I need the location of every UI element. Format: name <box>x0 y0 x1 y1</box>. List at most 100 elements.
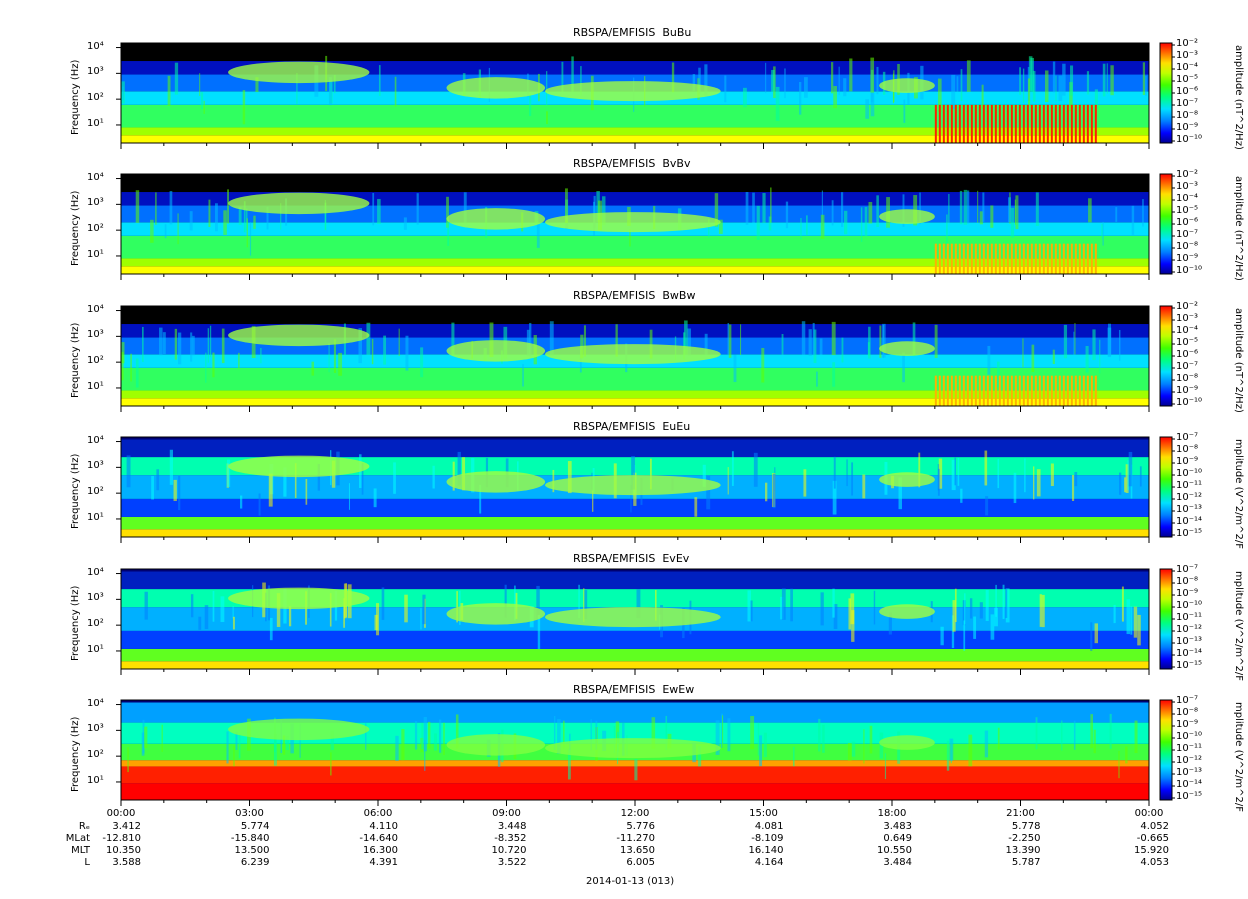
emission-stripe <box>1006 375 1009 406</box>
spectral-streak <box>537 615 541 650</box>
emission-stripe <box>1034 243 1037 274</box>
wave-emission <box>446 208 546 230</box>
spectral-streak <box>438 719 442 753</box>
colorbar-tick-label: 10⁻⁹ <box>1176 719 1199 730</box>
spectral-streak <box>940 626 944 646</box>
spectral-streak <box>209 325 212 358</box>
spectral-streak <box>833 86 837 109</box>
emission-stripe <box>1006 104 1009 143</box>
spectral-streak <box>728 324 732 358</box>
spectral-streak <box>164 224 167 239</box>
spectral-streak <box>722 715 724 750</box>
panel-3 <box>116 305 1175 412</box>
emission-stripe <box>982 243 985 274</box>
ephemeris-value: -11.270 <box>616 833 655 844</box>
spectral-streak <box>1133 606 1138 638</box>
emission-stripe <box>1046 104 1049 143</box>
colorbar-tick-label: 10⁻⁴ <box>1176 62 1199 73</box>
spectral-streak <box>973 616 977 639</box>
spectral-streak <box>1090 714 1093 749</box>
spectral-streak <box>1045 70 1049 102</box>
y-axis-label: Frequency (Hz) <box>70 453 81 529</box>
spectral-streak <box>995 584 997 617</box>
spectral-streak <box>946 214 948 247</box>
spectral-band <box>121 630 1149 649</box>
emission-stripe <box>938 243 941 274</box>
spectral-streak <box>704 333 708 356</box>
spectral-streak <box>865 99 870 119</box>
ephemeris-value: 10.550 <box>877 845 912 856</box>
emission-stripe <box>966 104 969 143</box>
emission-stripe <box>1038 104 1041 143</box>
spectral-streak <box>190 594 194 618</box>
colorbar-tick-label: 10⁻⁸ <box>1176 444 1199 455</box>
spectral-streak <box>317 463 321 491</box>
emission-stripe <box>946 243 949 274</box>
spectral-streak <box>968 734 973 767</box>
emission-stripe <box>1030 243 1033 274</box>
spectral-streak <box>238 733 241 759</box>
spectral-streak <box>443 722 445 756</box>
x-tick-label: 06:00 <box>363 808 393 819</box>
emission-stripe <box>1054 104 1057 143</box>
wave-emission <box>879 209 935 224</box>
spectral-streak <box>870 57 875 93</box>
emission-stripe <box>1050 104 1053 143</box>
spectral-streak <box>952 600 956 632</box>
emission-stripe <box>1054 243 1057 274</box>
y-axis-label: Frequency (Hz) <box>70 190 81 266</box>
colorbar-tick-label: 10⁻⁴ <box>1176 193 1199 204</box>
panel-title: RBSPA/EMFISIS EvEv <box>573 552 690 565</box>
y-tick-label: 10² <box>87 749 104 761</box>
emission-stripe <box>1050 243 1053 274</box>
spectral-streak <box>846 459 848 487</box>
emission-stripe <box>934 104 937 143</box>
spectral-streak <box>1013 472 1017 504</box>
spectral-streak <box>371 338 374 365</box>
spectral-streak <box>771 69 775 92</box>
spectral-streak <box>615 324 618 357</box>
spectral-streak <box>174 62 179 95</box>
ephemeris-value: -2.250 <box>1008 833 1041 844</box>
spectral-streak <box>373 488 377 508</box>
colorbar-tick-label: 10⁻¹² <box>1176 755 1203 766</box>
colorbar-tick-label: 10⁻¹⁵ <box>1176 791 1203 802</box>
emission-stripe <box>1090 243 1093 274</box>
spectral-streak <box>665 715 668 751</box>
spectral-streak <box>851 462 854 496</box>
spectral-streak <box>383 335 387 365</box>
spectral-streak <box>1052 61 1056 93</box>
spectral-streak <box>227 189 230 224</box>
colorbar-tick-label: 10⁻² <box>1176 38 1199 49</box>
spectral-streak <box>756 205 760 240</box>
spectral-streak <box>702 464 706 487</box>
colorbar-tick-label: 10⁻¹⁰ <box>1176 265 1203 276</box>
wave-emission <box>879 78 935 93</box>
ephemeris-value: 6.239 <box>240 857 270 868</box>
spectral-streak <box>994 607 998 627</box>
emission-stripe <box>974 243 977 274</box>
spectral-streak <box>727 467 729 495</box>
spectral-streak <box>333 339 336 373</box>
spectral-streak <box>1118 472 1122 495</box>
spectral-streak <box>255 77 259 93</box>
colorbar-tick-label: 10⁻² <box>1176 169 1199 180</box>
spectral-streak <box>416 193 419 225</box>
spectral-streak <box>169 190 173 225</box>
colorbar-label: mplitude (V^2/m^2/F <box>1233 571 1244 682</box>
spectral-streak <box>155 192 157 225</box>
wave-emission <box>545 344 721 365</box>
colorbar-label: mplitude (V^2/m^2/F <box>1233 702 1244 813</box>
spectral-streak <box>864 206 868 237</box>
emission-stripe <box>998 375 1001 406</box>
spectral-streak <box>405 335 409 371</box>
spectral-streak <box>1019 67 1021 95</box>
ephemeris-value: 6.005 <box>626 857 655 868</box>
spectral-streak <box>376 603 380 636</box>
spectral-streak <box>1073 720 1076 750</box>
colorbar-tick-label: 10⁻⁸ <box>1176 373 1199 384</box>
spectral-streak <box>294 463 297 498</box>
spectral-streak <box>198 616 202 630</box>
emission-stripe <box>1094 104 1097 143</box>
spectral-streak <box>698 67 701 94</box>
